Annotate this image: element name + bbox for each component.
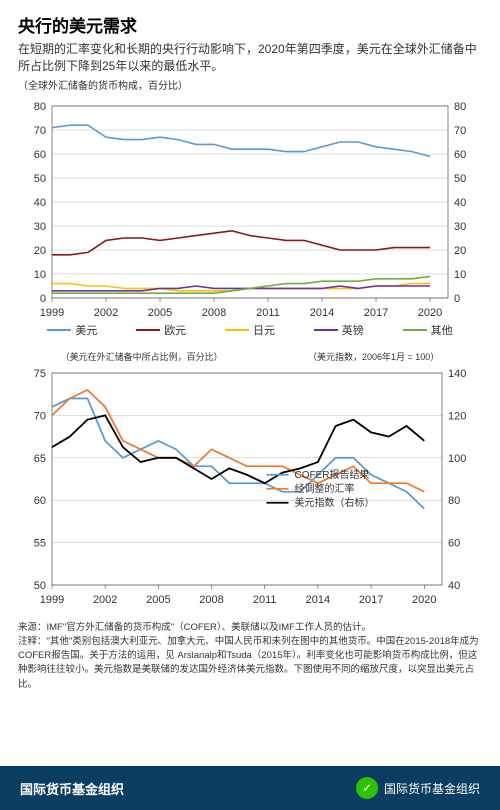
chart1-legend: 美元 欧元 日元 英镑 其他 — [18, 322, 482, 338]
footer-org: 国际货币基金组织 — [20, 779, 124, 798]
svg-text:2008: 2008 — [199, 594, 223, 606]
svg-text:80: 80 — [34, 101, 46, 113]
legend-item: 美元 — [47, 322, 97, 338]
svg-text:100: 100 — [448, 452, 466, 464]
footnote: 来源：IMF"官方外汇储备的货币构成"（COFER）、美联储以及IMF工作人员的… — [18, 621, 482, 692]
svg-text:50: 50 — [34, 580, 46, 592]
svg-text:70: 70 — [454, 125, 466, 137]
svg-text:40: 40 — [34, 197, 46, 209]
wechat-icon: ✓ — [356, 777, 378, 799]
chart-note: （全球外汇储备的货币构成，百分比） — [18, 77, 482, 92]
svg-text:80: 80 — [454, 101, 466, 113]
subtitle: 在短期的汇率变化和长期的央行行动影响下，2020年第四季度，美元在全球外汇储备中… — [18, 41, 482, 75]
svg-text:0: 0 — [454, 293, 460, 305]
svg-text:60: 60 — [448, 537, 460, 549]
svg-text:65: 65 — [34, 452, 46, 464]
svg-text:120: 120 — [448, 410, 466, 422]
svg-text:75: 75 — [34, 368, 46, 380]
svg-text:2017: 2017 — [364, 307, 388, 319]
svg-text:40: 40 — [454, 197, 466, 209]
svg-text:70: 70 — [34, 125, 46, 137]
page-title: 央行的美元需求 — [18, 12, 482, 37]
svg-text:2011: 2011 — [256, 307, 280, 319]
svg-text:2002: 2002 — [94, 307, 118, 319]
svg-text:50: 50 — [34, 173, 46, 185]
svg-text:美元指数（右标）: 美元指数（右标） — [295, 495, 375, 508]
svg-text:2020: 2020 — [418, 307, 442, 319]
svg-text:0: 0 — [40, 293, 46, 305]
svg-text:2011: 2011 — [253, 594, 277, 606]
svg-text:80: 80 — [448, 495, 460, 507]
legend-item: 英镑 — [314, 322, 364, 338]
legend-item: 其他 — [403, 322, 453, 338]
chart2-title-left: （美元在外汇储备中所占比例，百分比） — [61, 350, 223, 363]
footer-handle: ✓ 国际货币基金组织 — [356, 777, 480, 799]
chart1: 0010102020303040405050606070708080199920… — [18, 100, 482, 338]
svg-text:70: 70 — [34, 410, 46, 422]
svg-text:2008: 2008 — [202, 307, 226, 319]
legend-item: 欧元 — [136, 322, 186, 338]
svg-text:经调整的汇率: 经调整的汇率 — [295, 481, 355, 494]
svg-text:COFER报告结果: COFER报告结果 — [295, 467, 370, 480]
legend-item: 日元 — [225, 322, 275, 338]
svg-text:2017: 2017 — [359, 594, 383, 606]
svg-text:10: 10 — [34, 269, 46, 281]
svg-text:30: 30 — [34, 221, 46, 233]
svg-text:2020: 2020 — [412, 594, 436, 606]
footer-bar: 国际货币基金组织 ✓ 国际货币基金组织 — [0, 766, 500, 810]
svg-text:55: 55 — [34, 537, 46, 549]
notes-text: 注释："其他"类别包括澳大利亚元、加拿大元、中国人民币和未列在图中的其他货币。中… — [18, 635, 482, 692]
chart2-title-right: （美元指数，2006年1月 = 100） — [308, 350, 439, 363]
svg-text:60: 60 — [34, 149, 46, 161]
svg-text:40: 40 — [448, 580, 460, 592]
svg-text:2002: 2002 — [93, 594, 117, 606]
svg-text:2014: 2014 — [310, 307, 334, 319]
svg-text:60: 60 — [34, 495, 46, 507]
svg-text:20: 20 — [34, 245, 46, 257]
source-text: 来源：IMF"官方外汇储备的货币构成"（COFER）、美联储以及IMF工作人员的… — [18, 621, 482, 635]
svg-text:1999: 1999 — [40, 307, 64, 319]
svg-text:50: 50 — [454, 173, 466, 185]
svg-text:140: 140 — [448, 368, 466, 380]
svg-text:2005: 2005 — [146, 594, 170, 606]
svg-text:1999: 1999 — [40, 594, 64, 606]
svg-text:20: 20 — [454, 245, 466, 257]
svg-text:60: 60 — [454, 149, 466, 161]
svg-text:2014: 2014 — [306, 594, 330, 606]
svg-text:10: 10 — [454, 269, 466, 281]
chart2: 50 55 60 65 70 75 40 60 80 100 120 140 1999 2002 2005 2… — [18, 367, 482, 607]
svg-text:30: 30 — [454, 221, 466, 233]
svg-text:2005: 2005 — [148, 307, 172, 319]
